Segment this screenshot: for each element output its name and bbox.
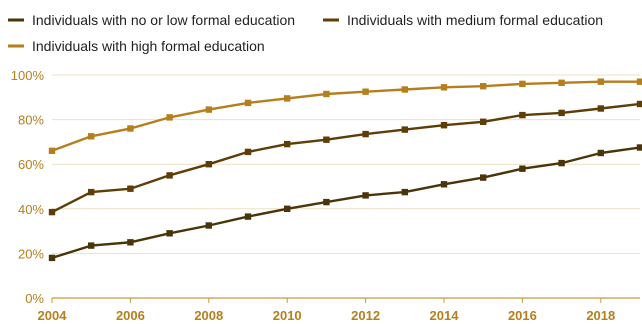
x-tick-label: 2014 [430,308,460,323]
data-point-low-education[interactable] [244,213,252,220]
data-point-medium-education[interactable] [166,172,173,179]
legend-entry-low-education[interactable]: Individuals with no or low formal educat… [8,12,295,28]
series-low-education [48,144,642,262]
data-point-medium-education[interactable] [244,148,252,156]
data-point-medium-education[interactable] [440,122,448,129]
data-point-high-education[interactable] [401,86,408,93]
data-point-low-education[interactable] [166,230,173,237]
data-point-high-education[interactable] [284,95,291,102]
x-tick-label: 2012 [351,308,380,323]
y-tick-label: 60% [18,157,44,172]
data-point-high-education[interactable] [480,83,487,90]
data-point-high-education[interactable] [636,78,642,85]
data-point-low-education[interactable] [88,242,95,249]
data-point-high-education[interactable] [88,133,95,140]
x-tick-label: 2004 [38,308,68,323]
data-point-medium-education[interactable] [480,118,487,125]
series-medium-education [48,100,642,216]
data-point-low-education[interactable] [323,198,330,206]
data-point-high-education[interactable] [597,78,604,85]
data-point-low-education[interactable] [48,254,56,262]
legend-label-low-education: Individuals with no or low formal educat… [32,12,295,28]
data-point-low-education[interactable] [284,205,291,212]
data-point-low-education[interactable] [636,144,642,151]
series-high-education [48,78,642,154]
series-line-low-education [51,146,641,260]
data-point-high-education[interactable] [362,88,369,95]
data-point-low-education[interactable] [127,239,134,246]
data-point-medium-education[interactable] [519,111,526,119]
data-point-medium-education[interactable] [88,188,95,196]
data-point-medium-education[interactable] [284,140,291,148]
x-tick-label: 2008 [194,308,223,323]
data-point-high-education[interactable] [205,106,212,113]
data-point-medium-education[interactable] [558,109,565,117]
data-point-low-education[interactable] [401,188,408,196]
data-point-high-education[interactable] [166,114,173,121]
data-point-low-education[interactable] [558,159,565,167]
data-point-high-education[interactable] [323,90,330,98]
data-point-high-education[interactable] [440,84,448,91]
data-point-high-education[interactable] [127,125,134,132]
legend-entry-high-education[interactable]: Individuals with high formal education [8,38,265,54]
legend: Individuals with no or low formal educat… [8,12,603,54]
data-point-medium-education[interactable] [48,208,56,216]
y-tick-label: 100% [11,68,45,83]
x-axis: 2004 2006 2008 2010 2012 2014 2016 2018 [38,298,615,323]
x-tick-label: 2016 [508,308,537,323]
legend-label-high-education: Individuals with high formal education [32,38,265,54]
data-point-low-education[interactable] [440,181,448,188]
data-point-high-education[interactable] [558,79,565,86]
data-point-medium-education[interactable] [127,185,134,192]
series-layer [48,78,642,262]
legend-label-medium-education: Individuals with medium formal education [347,12,603,28]
data-point-medium-education[interactable] [401,126,408,133]
data-point-medium-education[interactable] [362,130,369,138]
data-point-low-education[interactable] [597,149,604,157]
data-point-high-education[interactable] [244,99,252,107]
data-point-low-education[interactable] [480,174,487,181]
x-tick-label: 2006 [116,308,145,323]
y-axis: 0% 20% 40% 60% 80% 100% [11,68,45,306]
data-point-low-education[interactable] [362,192,369,199]
legend-entry-medium-education[interactable]: Individuals with medium formal education [323,12,603,28]
data-point-medium-education[interactable] [205,161,212,168]
data-point-high-education[interactable] [519,80,526,88]
gridlines [52,74,640,299]
x-tick-label: 2018 [586,308,615,323]
series-line-medium-education [51,102,641,214]
data-point-low-education[interactable] [205,222,212,229]
data-point-medium-education[interactable] [636,100,642,108]
y-tick-label: 20% [18,246,44,261]
data-point-medium-education[interactable] [597,105,604,112]
x-tick-label: 2010 [273,308,302,323]
y-tick-label: 40% [18,202,44,217]
series-line-high-education [51,80,640,152]
data-point-high-education[interactable] [48,147,56,154]
y-tick-label: 0% [25,291,44,306]
y-tick-label: 80% [18,113,44,128]
data-point-low-education[interactable] [519,165,526,172]
data-point-medium-education[interactable] [323,136,330,143]
